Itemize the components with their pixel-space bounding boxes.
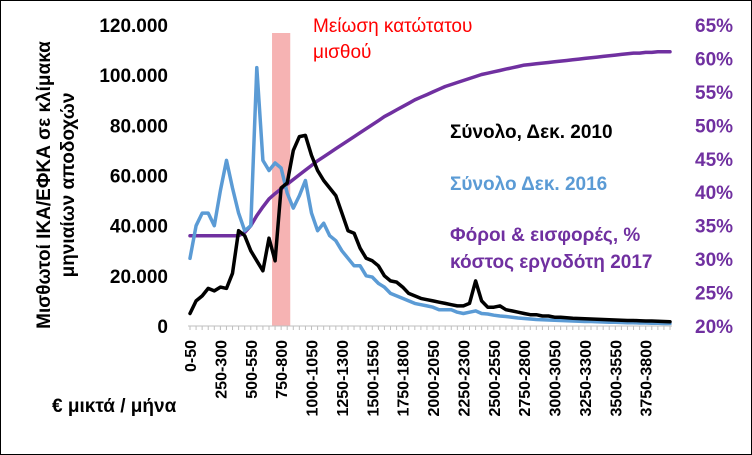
series-lines [188,50,672,326]
x-tick-label: 1500-1550 [365,340,382,417]
y-right-tick-label: 50% [695,116,733,137]
x-tick-label: 2250-2300 [456,340,473,417]
series-line-0 [188,133,672,324]
series-line-1 [188,65,672,326]
y-axis-label-line-1: Μισθωτοί ΙΚΑ/ΕΦΚΑ σε κλίμακα [34,41,55,329]
x-tick-label: 1000-1050 [305,340,322,417]
legend-2016: Σύνολο Δεκ. 2016 [450,174,607,195]
x-tick-label: 1750-1800 [396,340,413,417]
y-left-tick-label: 120.000 [99,16,168,37]
y-left-tick-label: 60.000 [110,167,168,188]
x-tick-label: 3250-3300 [578,340,595,417]
x-tick-label: 250-300 [213,340,230,399]
x-tick-label: 3500-3550 [608,340,625,417]
y-right-tick-label: 35% [695,217,733,238]
x-axis-label: € μικτά / μήνα [52,396,177,417]
x-tick-label: 500-550 [244,340,261,399]
y-left-tick-label: 20.000 [110,267,168,288]
y-right-tick-label: 55% [695,83,733,104]
y-axis-label-line-2: μηνιαίων αποδοχών [58,93,79,278]
axes: 0 20.000 40.000 60.000 80.000 100.000 120.000 2… [99,16,733,417]
legend-2010: Σύνολο, Δεκ. 2010 [450,122,613,143]
legend-taxes-line-2: κόστος εργοδότη 2017 [450,252,652,273]
x-tick-label: 0-50 [183,340,200,372]
x-tick-label: 3750-3800 [639,340,656,417]
y-right-tick-label: 60% [695,49,733,70]
y-left-tick-label: 40.000 [110,217,168,238]
y-right-tick-label: 30% [695,250,733,271]
x-tick-label: 2500-2550 [487,340,504,417]
y-left-tick-label: 80.000 [110,116,168,137]
y-left-tick-label: 0 [157,317,168,338]
annotation-line-1: Μείωση κατώτατου [313,16,472,37]
y-right-tick-label: 45% [695,150,733,171]
x-tick-label: 2750-2800 [517,340,534,417]
x-tick-label: 2000-2050 [426,340,443,417]
y-right-tick-label: 20% [695,317,733,338]
y-right-tick-label: 65% [695,16,733,37]
annotation-line-2: μισθού [313,42,371,63]
series-line-2 [188,50,672,238]
x-tick-label: 750-800 [274,340,291,399]
y-right-tick-label: 25% [695,284,733,305]
x-tick-label: 3000-3050 [548,340,565,417]
x-tick-label: 1250-1300 [335,340,352,417]
legend-taxes-line-1: Φόροι & εισφορές, % [450,225,640,246]
y-left-tick-label: 100.000 [99,66,168,87]
y-right-tick-label: 40% [695,183,733,204]
